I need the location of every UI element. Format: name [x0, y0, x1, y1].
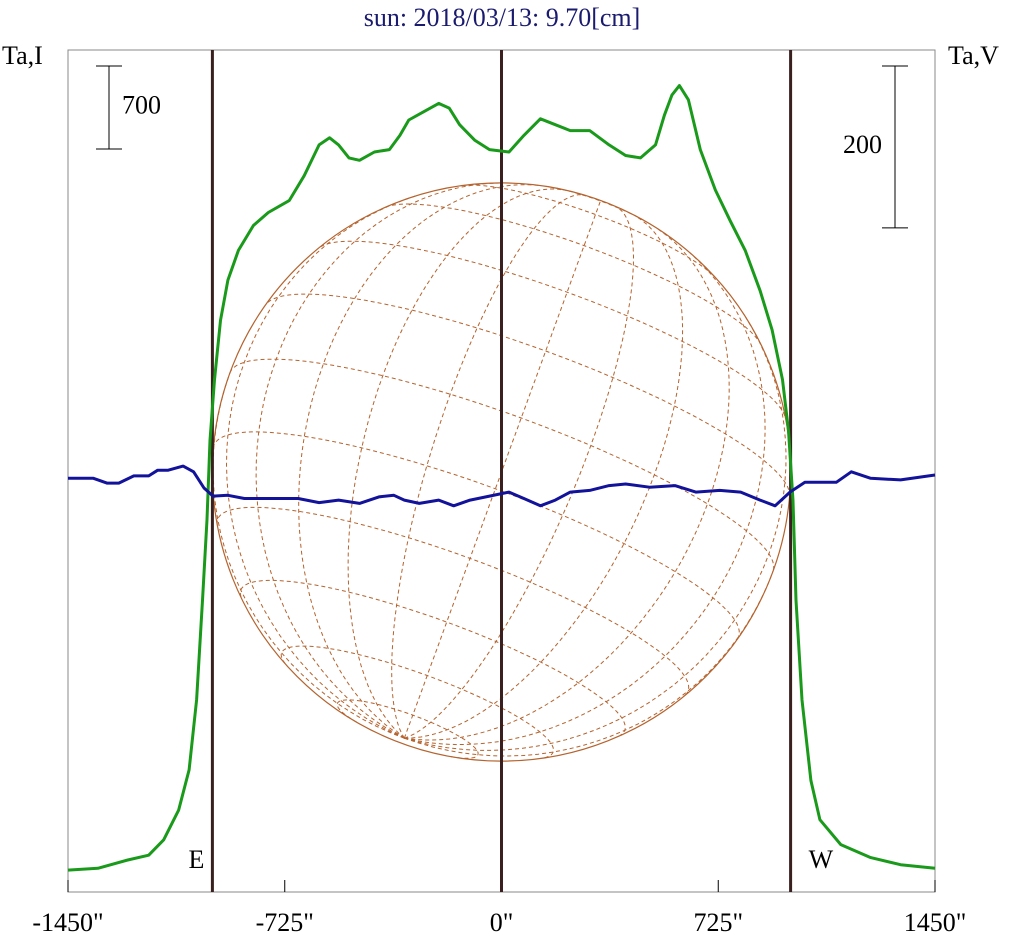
- disk-grid-line: [267, 293, 790, 494]
- x-tick-label: 0": [490, 908, 514, 937]
- disk-grid-line: [280, 645, 555, 759]
- x-tick-label: -725": [256, 908, 314, 937]
- disk-grid-line: [320, 240, 786, 417]
- scale-bar-label: 200: [843, 130, 882, 159]
- limb-label: E: [189, 845, 205, 874]
- disk-grid-line: [462, 184, 717, 279]
- series-line: [67, 84, 936, 872]
- disk-grid-line: [212, 372, 405, 739]
- x-tick-label: 1450": [904, 908, 967, 937]
- limb-label: W: [809, 845, 834, 874]
- disk-grid-line: [391, 194, 586, 739]
- disk-grid-line: [216, 506, 690, 696]
- disk-grid-line: [404, 215, 684, 739]
- disk-grid-line: [404, 252, 766, 746]
- disk-grid-line: [385, 203, 762, 345]
- x-tick-label: 725": [693, 908, 743, 937]
- disk-grid-line: [239, 579, 626, 736]
- series-line: [68, 464, 936, 508]
- disk-grid-line: [404, 228, 730, 741]
- disk-grid-line: [403, 200, 602, 739]
- disk-grid-line: [229, 358, 775, 572]
- disk-grid-line: [336, 699, 479, 759]
- y2-axis-label: Ta,V: [948, 41, 999, 70]
- x-tick-label: -1450": [32, 908, 103, 937]
- disk-grid-line: [225, 195, 416, 739]
- disk-grid-line: [347, 188, 565, 739]
- y-axis-label: Ta,I: [2, 41, 43, 70]
- chart-title: sun: 2018/03/13: 9.70[cm]: [364, 3, 641, 32]
- disk-grid-line: [212, 431, 740, 640]
- disk-grid-line: [404, 316, 787, 751]
- disk-grid-line: [255, 182, 499, 739]
- disk-grid-line: [404, 205, 635, 739]
- scale-bar-label: 700: [122, 90, 161, 119]
